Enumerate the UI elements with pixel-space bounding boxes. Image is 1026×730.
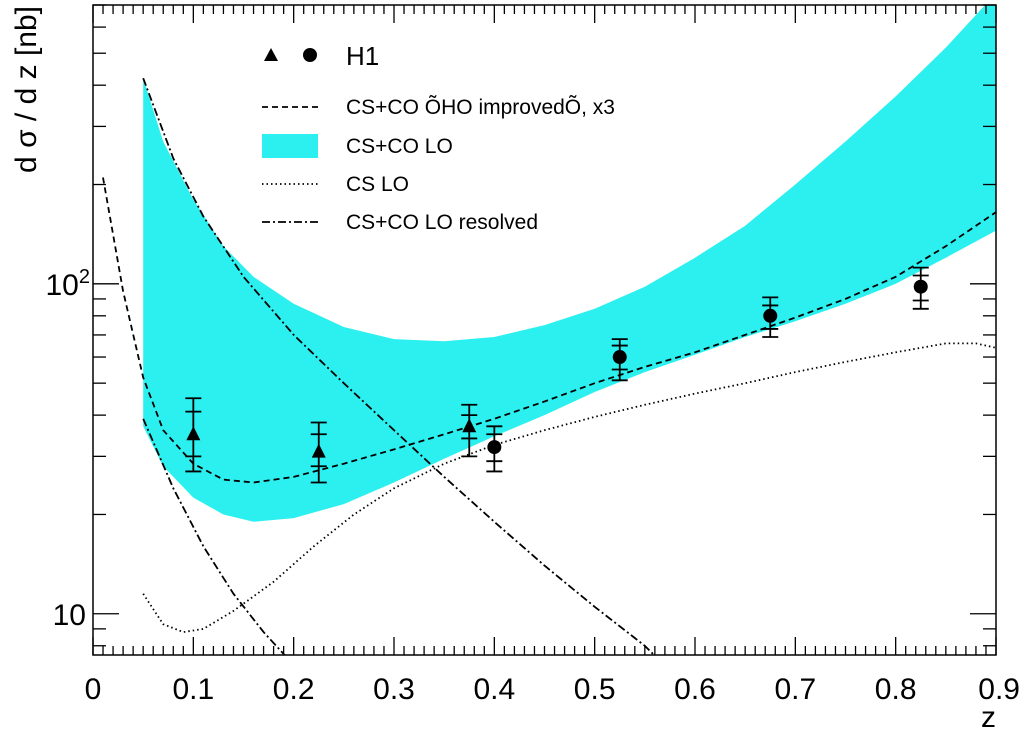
legend-swatch-band	[262, 134, 318, 158]
x-tick-label: 0.8	[875, 673, 917, 706]
y-tick-label-10: 10	[53, 599, 86, 632]
x-tick-label: 0.9	[978, 673, 1020, 706]
h1-triangle-point	[311, 443, 326, 458]
x-tick-label: 0.4	[473, 673, 515, 706]
x-tick-label: 0.3	[373, 673, 415, 706]
legend-triangle-marker	[264, 48, 278, 61]
x-tick-label: 0	[85, 673, 102, 706]
y-tick-label-100: 102	[46, 266, 91, 302]
legend-label-band: CS+CO LO	[346, 135, 453, 158]
x-tick-label: 0.6	[674, 673, 716, 706]
legend-label-dotted: CS LO	[346, 173, 409, 196]
x-tick-label: 0.1	[172, 673, 214, 706]
x-tick-label: 0.7	[774, 673, 816, 706]
axis-ticks	[92, 4, 997, 655]
h1-circle-point	[612, 350, 627, 365]
x-axis-title: z	[981, 701, 996, 730]
h1-circle-point	[763, 308, 778, 323]
cs-co-lo-band	[143, 5, 996, 522]
h1-data-points	[185, 266, 929, 484]
h1-triangle-point	[186, 426, 201, 441]
h1-circle-point	[487, 440, 502, 455]
y-tick-label-100-exponent: 2	[79, 266, 90, 288]
x-tick-label: 0.2	[273, 673, 315, 706]
legend-label-dashdot: CS+CO LO resolved	[346, 211, 538, 234]
h1-triangle-point	[462, 418, 477, 433]
legend-label-h1: H1	[346, 41, 379, 71]
y-tick-label-100-base: 10	[46, 269, 79, 302]
legend-label-dashed: CS+CO ÕHO improvedÕ, x3	[346, 95, 615, 119]
legend-circle-marker	[303, 48, 317, 62]
cs-lo-curve	[142, 342, 996, 634]
x-tick-label: 0.5	[574, 673, 616, 706]
x-tick-labels: 0 0.1 0.2 0.3 0.4 0.5 0.6 0.7 0.8 0.9	[85, 673, 1020, 706]
legend: H1 CS+CO ÕHO improvedÕ, x3 CS+CO LO CS L…	[262, 41, 615, 234]
h1-circle-point	[913, 279, 928, 294]
cs-co-lo-resolved-curve-upper	[142, 77, 656, 655]
y-axis-title: d σ / d z [nb]	[10, 6, 43, 173]
